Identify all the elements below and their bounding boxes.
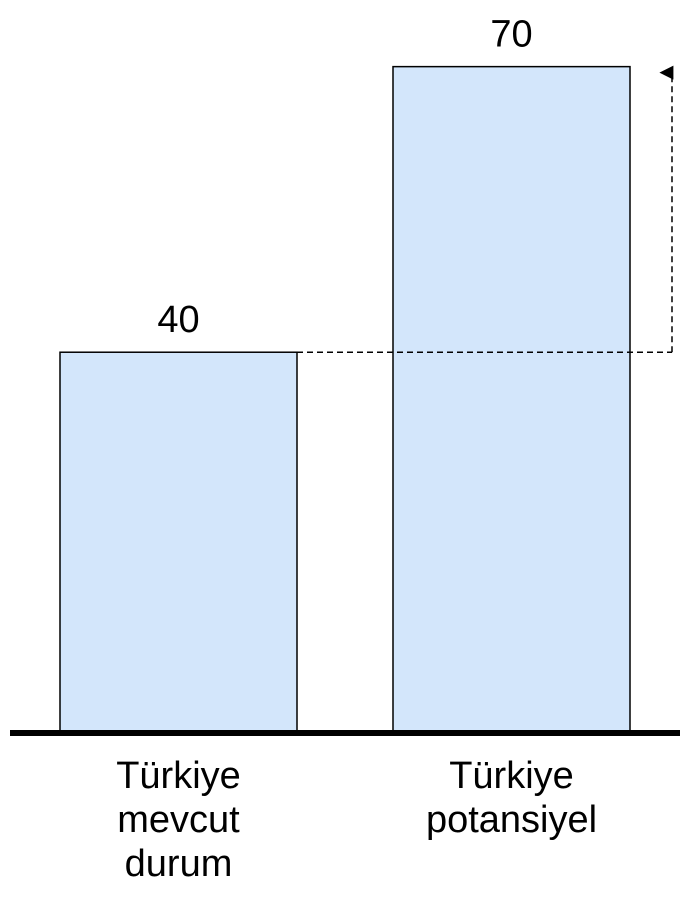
bar-1 (59, 351, 298, 734)
bar-2 (392, 65, 631, 734)
data-label-2: 70 (490, 14, 532, 56)
tick-label-1-line-1: Türkiye (116, 755, 241, 797)
tick-label-1-line-3: durum (125, 843, 233, 885)
tick-label-1-line-2: mevcut (117, 799, 240, 841)
tick-label-1: Türkiye mevcut durum (116, 755, 241, 885)
tick-label-2-line-2: potansiyel (426, 799, 597, 841)
data-label-1: 40 (157, 299, 199, 341)
tick-label-2-line-1: Türkiye (449, 755, 574, 797)
tick-label-2: Türkiye potansiyel (426, 755, 597, 841)
